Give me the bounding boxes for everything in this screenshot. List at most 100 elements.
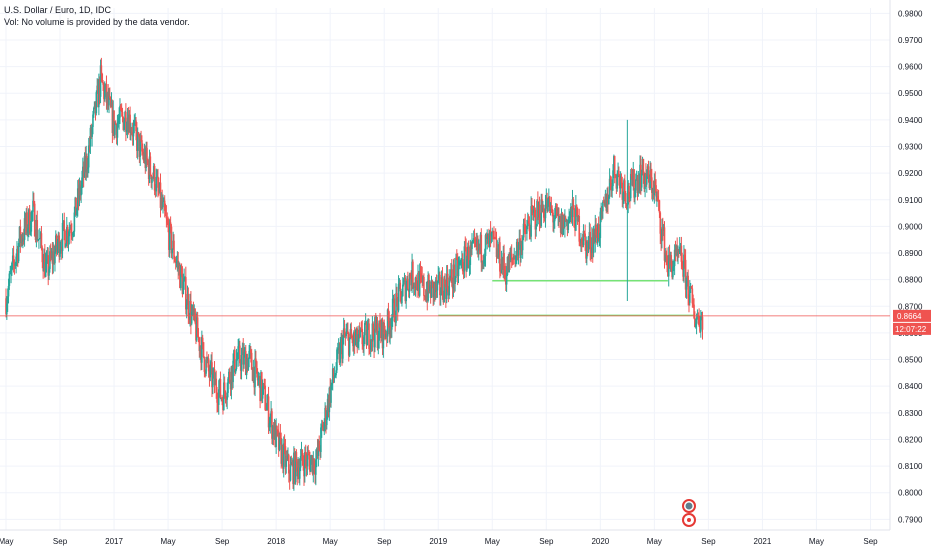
candle-body [318,440,321,451]
candle-body [387,309,390,322]
candle-body [511,257,514,260]
candle-body [506,256,509,275]
candle-body [302,460,304,466]
candle-body [295,452,298,462]
candle-body [95,92,98,114]
candle-body [607,196,610,205]
candle-body [525,232,527,234]
earnings-marker-icon[interactable] [682,513,696,527]
candle-body [52,251,55,264]
candle-body [217,389,220,405]
candle-body [700,316,702,332]
x-tick-label: 2020 [591,537,609,546]
candle-body [616,173,619,189]
candle-body [40,233,43,248]
candle-body [338,347,341,363]
volume-note: Vol: No volume is provided by the data v… [4,17,190,27]
candle-body [250,350,252,353]
candle-body [429,285,432,298]
candle-body [640,173,643,188]
candle-body [392,298,395,300]
candle-body [599,211,602,239]
candle-body [508,254,510,273]
candle-body [423,277,425,296]
candle-body [521,237,524,251]
x-tick-label: Sep [701,537,716,546]
candle-body [100,65,103,74]
candle-body [304,452,307,460]
candle-body [231,366,234,383]
candle-body [285,456,288,467]
y-tick-label: 0.9200 [898,169,923,178]
candle-body [65,244,67,248]
pattern-marker-icon[interactable] [682,499,696,513]
candle-body [643,175,646,190]
candle-body [321,425,324,427]
candle-body [698,316,700,326]
candle-body [634,190,636,198]
candle-body [537,201,539,218]
candle-body [326,398,329,417]
candle-body [175,261,178,263]
candle-body [184,277,186,279]
candle-body [621,182,624,200]
candle-body [334,375,337,377]
candle-body [56,245,59,250]
candle-body [613,156,615,171]
candle-body [514,255,516,264]
candle-body [254,358,256,388]
candle-body [696,315,699,318]
candle-body [568,218,570,220]
candle-body [253,367,256,388]
candle-body [497,248,499,258]
candle-body [680,245,683,262]
candle-body [221,398,223,402]
event-markers[interactable] [682,499,696,527]
candle-body [646,166,649,177]
candle-body [647,166,650,177]
candle-body [286,456,288,459]
candle-body [549,205,552,211]
candle-body [455,257,457,279]
candle-body [561,213,564,235]
candle-body [67,236,70,241]
candle-body [452,264,455,289]
candle-body [36,220,39,240]
candle-body [252,367,255,381]
candle-body [106,92,109,103]
candle-body [154,190,157,192]
candle-body [665,252,667,255]
candle-body [267,396,270,428]
candle-body [415,277,418,287]
candle-body [236,359,239,361]
candle-body [197,336,200,338]
candle-body [249,350,251,352]
candle-body [587,242,590,248]
candle-body [336,349,338,371]
candle-body [389,326,391,335]
candle-body [520,244,522,259]
candle-body [141,151,144,154]
candle-body [228,371,230,379]
candle-body [158,187,160,193]
candle-body [391,317,393,330]
candle-body [581,242,584,246]
x-tick-label: Sep [863,537,878,546]
candle-body [459,261,461,263]
candle-body [601,207,603,212]
candle-body [109,98,112,107]
horizontal-lines [438,279,695,317]
candle-body [33,200,35,204]
candle-body [15,256,17,264]
candle-body [442,295,445,303]
x-tick-label: 2018 [267,537,285,546]
candle-body [651,177,653,193]
candle-body [276,426,278,431]
candle-body [152,177,154,179]
candle-body [429,285,431,291]
symbol-title[interactable]: U.S. Dollar / Euro, 1D, IDC [4,5,112,15]
candle-body [510,253,512,260]
candle-body [376,323,379,348]
candle-body [344,335,347,337]
